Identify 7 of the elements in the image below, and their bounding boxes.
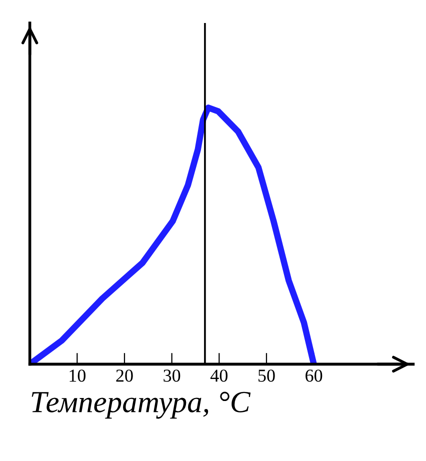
x-tick-label: 20: [116, 370, 133, 382]
x-tick-label: 40: [210, 370, 228, 382]
x-tick-label: 50: [258, 370, 275, 382]
x-axis-title: Температура, °C: [32, 392, 251, 419]
x-tick-label: 60: [306, 370, 322, 382]
x-tick-label: 10: [70, 370, 86, 382]
x-tick-label: 30: [164, 370, 180, 382]
